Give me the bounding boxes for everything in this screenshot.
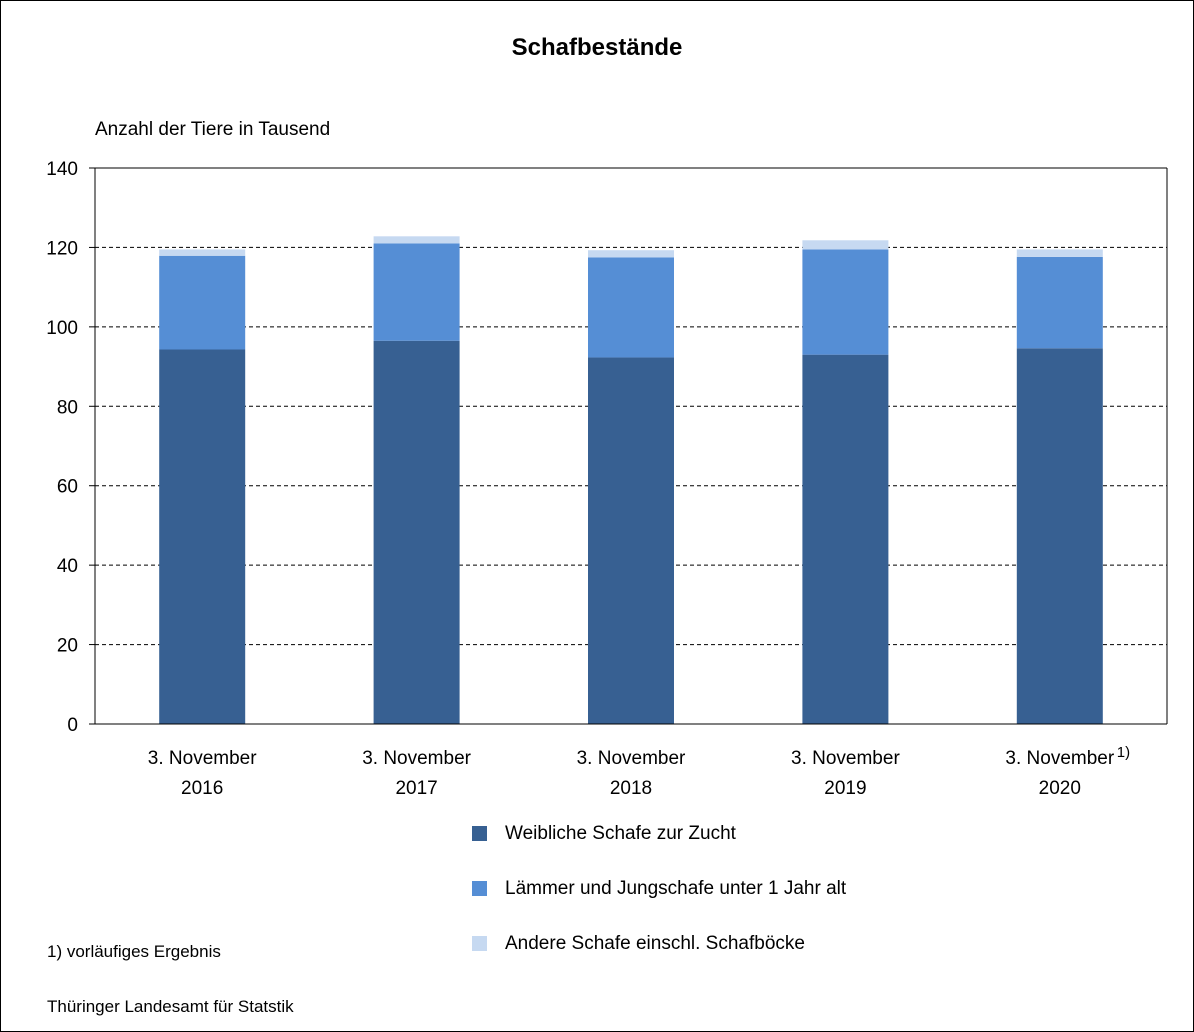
bar-segment	[373, 243, 460, 341]
legend: Weibliche Schafe zur Zucht Lämmer und Ju…	[472, 822, 846, 987]
bar-segment	[588, 257, 674, 358]
y-axis-label: Anzahl der Tiere in Tausend	[95, 119, 331, 140]
x-tick-label: 3. November	[148, 748, 257, 769]
bar-segment	[802, 240, 889, 250]
x-tick-label: 3. November	[577, 748, 686, 769]
x-tick-label: 3. November	[362, 748, 471, 769]
x-tick-label: 2016	[181, 778, 223, 799]
y-tick-label: 120	[46, 238, 78, 259]
bar-segment	[159, 255, 246, 350]
footnote: 1) vorläufiges Ergebnis	[47, 942, 221, 961]
x-tick-label: 2018	[610, 778, 652, 799]
x-tick-label: 2017	[395, 778, 437, 799]
legend-swatch-0	[472, 826, 487, 841]
bar-segment	[159, 249, 246, 256]
legend-label: Andere Schafe einschl. Schafböcke	[505, 932, 805, 954]
legend-label: Weibliche Schafe zur Zucht	[505, 822, 736, 844]
bar-segment	[802, 249, 889, 355]
legend-item: Lämmer und Jungschafe unter 1 Jahr alt	[472, 877, 846, 900]
y-tick-label: 60	[57, 477, 78, 498]
bar-segment	[373, 236, 460, 244]
bar-segment	[588, 357, 674, 724]
x-tick-label: 2020	[1039, 778, 1081, 799]
legend-label: Lämmer und Jungschafe unter 1 Jahr alt	[505, 877, 847, 899]
y-tick-label: 100	[46, 318, 78, 339]
x-tick-label: 2019	[824, 778, 866, 799]
bar-segment	[588, 250, 674, 258]
y-tick-label: 140	[46, 159, 78, 180]
x-tick-label: 3. November	[1005, 748, 1114, 769]
bar-segment	[373, 340, 460, 724]
bar-segment	[1016, 249, 1103, 257]
x-tick-footnote: 1)	[1117, 744, 1130, 761]
chart-title: Schafbestände	[511, 34, 683, 61]
y-tick-label: 20	[57, 636, 78, 657]
y-tick-label: 0	[67, 715, 78, 736]
bar-segment	[159, 349, 246, 724]
bar-segment	[1016, 348, 1103, 724]
x-tick-label: 3. November	[791, 748, 900, 769]
bar-segment	[802, 354, 889, 724]
legend-swatch-2	[472, 936, 487, 951]
y-tick-label: 80	[57, 397, 78, 418]
legend-item: Weibliche Schafe zur Zucht	[472, 822, 846, 845]
legend-swatch-1	[472, 881, 487, 896]
source-note: Thüringer Landesamt für Statstik	[47, 997, 294, 1016]
bar-segment	[1016, 256, 1103, 349]
legend-item: Andere Schafe einschl. Schafböcke	[472, 932, 846, 955]
y-tick-label: 40	[57, 556, 78, 577]
